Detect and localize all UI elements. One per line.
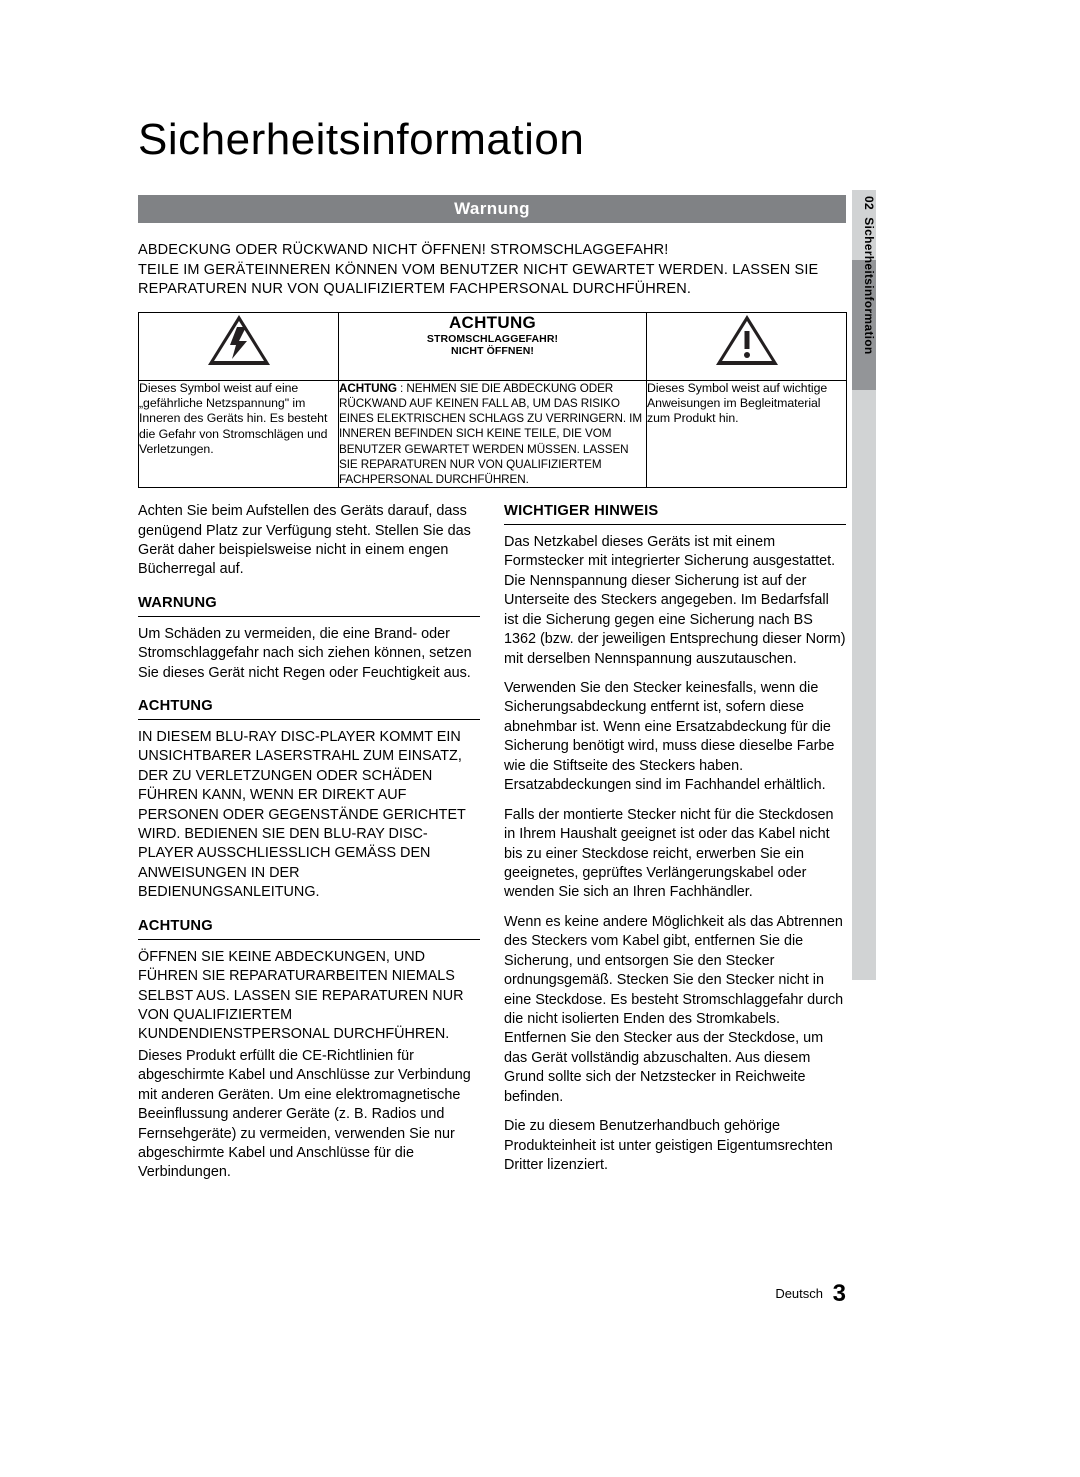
center-desc: ACHTUNG : NEHMEN SIE DIE ABDECKUNG ODER … xyxy=(339,380,647,487)
divider xyxy=(138,719,480,720)
center-desc-text: : NEHMEN SIE DIE ABDECKUNG ODER RÜCKWAND… xyxy=(339,382,642,486)
left-h3: ACHTUNG xyxy=(138,917,480,937)
left-h1: WARNUNG xyxy=(138,594,480,614)
right-p5: Die zu diesem Benutzerhandbuch gehörige … xyxy=(504,1117,846,1175)
divider xyxy=(138,616,480,617)
exclam-triangle-cell xyxy=(647,312,847,380)
right-symbol-desc: Dieses Symbol weist auf wichtige Anweisu… xyxy=(647,380,847,487)
footer-lang: Deutsch xyxy=(775,1286,823,1301)
left-p5: Dieses Produkt erfüllt die CE-Richtlinie… xyxy=(138,1047,480,1183)
right-h1: WICHTIGER HINWEIS xyxy=(504,502,846,522)
achtung-subtitle: STROMSCHLAGGEFAHR! NICHT ÖFFNEN! xyxy=(339,333,646,357)
achtung-title: ACHTUNG xyxy=(339,313,646,333)
footer-page-number: 3 xyxy=(833,1280,846,1307)
center-desc-bold: ACHTUNG xyxy=(339,382,397,395)
right-p3: Falls der montierte Stecker nicht für di… xyxy=(504,806,846,903)
exclamation-triangle-icon xyxy=(712,313,782,369)
left-symbol-desc: Dieses Symbol weist auf eine „gefährlich… xyxy=(139,380,339,487)
page-title: Sicherheitsinformation xyxy=(138,115,846,165)
right-p2: Verwenden Sie den Stecker keinesfalls, w… xyxy=(504,679,846,796)
footer: Deutsch 3 xyxy=(138,1280,846,1308)
intro-text: ABDECKUNG ODER RÜCKWAND NICHT ÖFFNEN! ST… xyxy=(138,241,846,300)
side-section-label: 02 Sicherheitsinformation xyxy=(852,196,876,355)
two-column-body: Achten Sie beim Aufstellen des Geräts da… xyxy=(138,502,846,1193)
center-header-cell: ACHTUNG STROMSCHLAGGEFAHR! NICHT ÖFFNEN! xyxy=(339,312,647,380)
page-content: Sicherheitsinformation Warnung ABDECKUNG… xyxy=(138,115,846,1193)
right-p1: Das Netzkabel dieses Geräts ist mit eine… xyxy=(504,533,846,669)
right-p4: Wenn es keine andere Möglichkeit als das… xyxy=(504,913,846,1107)
warning-bar: Warnung xyxy=(138,195,846,223)
lightning-triangle-icon xyxy=(204,313,274,369)
left-p1: Achten Sie beim Aufstellen des Geräts da… xyxy=(138,502,480,580)
warning-table: ACHTUNG STROMSCHLAGGEFAHR! NICHT ÖFFNEN!… xyxy=(138,312,847,488)
left-column: Achten Sie beim Aufstellen des Geräts da… xyxy=(138,502,480,1193)
right-column: WICHTIGER HINWEIS Das Netzkabel dieses G… xyxy=(504,502,846,1193)
left-p2: Um Schäden zu vermeiden, die eine Brand-… xyxy=(138,625,480,683)
left-p4: ÖFFNEN SIE KEINE ABDECKUNGEN, UND FÜHREN… xyxy=(138,948,480,1045)
divider xyxy=(138,939,480,940)
left-p3: IN DIESEM BLU-RAY DISC-PLAYER KOMMT EIN … xyxy=(138,728,480,903)
side-section-number: 02 xyxy=(862,196,876,210)
side-section-text: Sicherheitsinformation xyxy=(862,217,876,354)
divider xyxy=(504,524,846,525)
left-h2: ACHTUNG xyxy=(138,697,480,717)
shock-triangle-cell xyxy=(139,312,339,380)
